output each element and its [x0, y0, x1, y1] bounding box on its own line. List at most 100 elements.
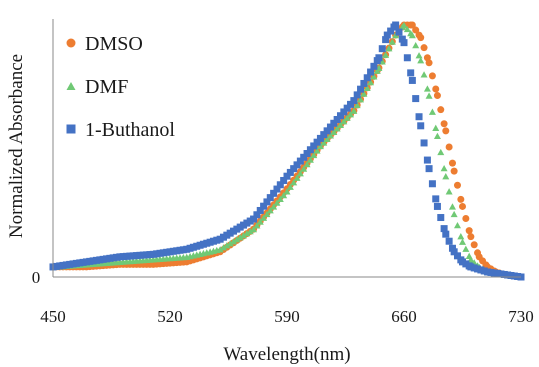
data-point	[296, 157, 304, 165]
data-point	[286, 183, 294, 190]
data-point	[310, 142, 318, 150]
data-point	[448, 159, 456, 167]
data-point	[432, 124, 440, 131]
legend-label: DMSO	[85, 33, 143, 55]
data-point	[360, 90, 368, 97]
y-axis-title: Normalized Absorbance	[6, 54, 27, 238]
x-tick-label: 590	[274, 307, 300, 326]
data-point	[375, 54, 383, 62]
data-point	[470, 241, 478, 249]
data-point	[398, 35, 406, 43]
data-point	[382, 51, 390, 58]
data-point	[367, 78, 375, 86]
data-point	[423, 156, 431, 164]
data-point	[280, 176, 288, 184]
data-point	[385, 45, 393, 52]
data-point	[347, 100, 355, 108]
data-point	[350, 97, 358, 105]
data-point	[350, 107, 358, 114]
plot-area	[49, 21, 525, 281]
x-tick-label: 660	[391, 307, 417, 326]
data-point	[283, 172, 291, 180]
data-point	[408, 76, 416, 84]
data-point	[433, 202, 441, 210]
data-point	[448, 244, 456, 252]
data-point	[336, 121, 344, 128]
data-point	[310, 151, 318, 159]
data-point	[326, 132, 334, 139]
data-point	[303, 160, 311, 168]
data-point	[428, 108, 436, 115]
y-tick-label: 0	[32, 268, 41, 287]
data-point	[459, 202, 466, 210]
data-point	[290, 179, 298, 186]
data-point	[333, 125, 341, 132]
data-point	[423, 85, 431, 92]
x-tick-label: 450	[40, 307, 66, 326]
data-point	[246, 227, 254, 235]
data-point	[357, 96, 365, 103]
data-point	[459, 238, 466, 245]
data-point	[320, 131, 328, 139]
x-axis-title: Wavelength(nm)	[223, 344, 350, 365]
data-point	[425, 59, 433, 67]
data-point	[465, 227, 473, 235]
data-point	[440, 225, 448, 233]
data-point	[417, 34, 425, 42]
data-point	[243, 230, 251, 237]
data-point	[437, 106, 445, 114]
data-point	[293, 161, 301, 169]
data-point	[250, 215, 258, 223]
legend-marker	[66, 81, 76, 91]
data-point	[290, 165, 298, 173]
data-point	[428, 72, 436, 80]
data-point	[400, 39, 408, 47]
data-point	[442, 230, 450, 238]
series-dmf	[49, 21, 525, 281]
data-point	[240, 232, 248, 239]
data-point	[387, 27, 395, 35]
data-point	[276, 195, 284, 203]
data-point	[323, 135, 331, 143]
data-point	[270, 189, 278, 197]
data-point	[233, 236, 241, 243]
data-point	[420, 71, 428, 78]
data-point	[363, 84, 371, 91]
data-point	[320, 139, 328, 146]
data-point	[437, 214, 445, 222]
data-point	[253, 222, 261, 229]
data-point	[450, 248, 458, 256]
x-tick-labels: 450 520 590 660 730	[40, 307, 534, 326]
data-point	[270, 203, 278, 210]
data-point	[316, 142, 324, 150]
data-point	[216, 246, 224, 253]
legend-marker	[66, 38, 76, 48]
data-point	[340, 118, 348, 125]
data-point	[445, 188, 453, 195]
data-point	[420, 44, 428, 52]
legend: DMSO DMF 1-Buthanol	[66, 33, 175, 141]
data-point	[226, 240, 234, 247]
data-point	[433, 92, 441, 100]
data-point	[440, 164, 448, 172]
data-point	[300, 165, 308, 172]
data-point	[408, 21, 416, 29]
data-point	[417, 57, 425, 64]
data-point	[453, 181, 461, 189]
data-point	[442, 173, 450, 180]
data-point	[303, 150, 311, 158]
data-point	[450, 167, 458, 175]
data-point	[448, 203, 456, 210]
data-point	[408, 31, 416, 39]
data-point	[323, 127, 331, 135]
data-point	[453, 221, 461, 229]
data-point	[417, 122, 425, 130]
data-point	[407, 69, 415, 77]
data-point	[412, 95, 420, 103]
data-point	[260, 202, 268, 210]
data-point	[326, 123, 334, 131]
data-point	[343, 114, 351, 121]
data-point	[330, 119, 338, 127]
data-point	[367, 68, 375, 76]
